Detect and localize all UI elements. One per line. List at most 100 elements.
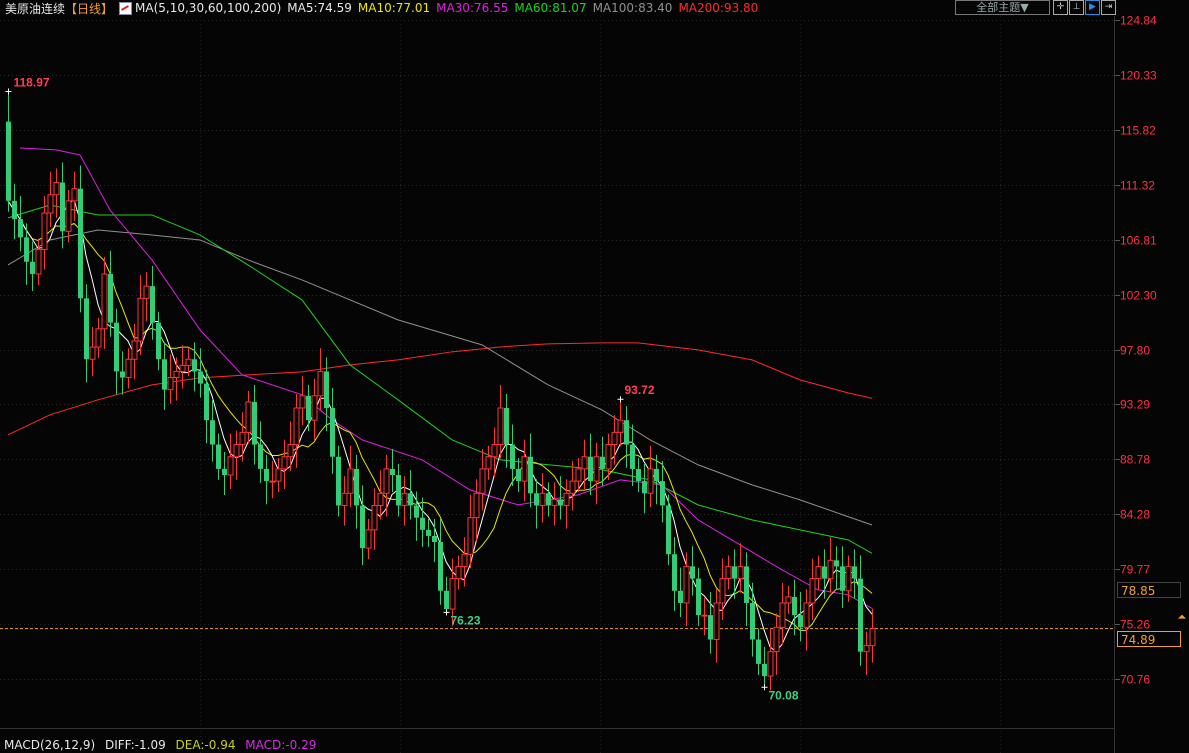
candle xyxy=(809,558,816,621)
candle xyxy=(12,183,17,240)
y-tick-label: 124.84 xyxy=(1120,14,1157,28)
candle xyxy=(834,546,839,590)
candle-body xyxy=(750,602,755,640)
candle xyxy=(779,582,786,645)
y-tick-label: 97.80 xyxy=(1120,344,1150,358)
candle xyxy=(120,351,125,395)
candle-body xyxy=(371,504,378,531)
candle xyxy=(840,546,845,608)
candle xyxy=(803,588,810,651)
candle-body xyxy=(744,566,749,603)
candle xyxy=(275,457,282,493)
candle-body xyxy=(461,553,468,567)
candle xyxy=(227,433,234,490)
candle xyxy=(426,518,431,547)
candle-body xyxy=(690,566,695,579)
candle-body xyxy=(390,468,395,476)
candle-body xyxy=(185,358,192,366)
candle xyxy=(420,497,425,547)
candle-body xyxy=(581,456,588,470)
indicator-chart-icon[interactable] xyxy=(119,1,133,15)
theme-dropdown[interactable]: 全部主题▼ xyxy=(955,0,1050,15)
indicator-header: 美原油连续 【日线】 MA(5,10,30,60,100,200) MA5:74… xyxy=(0,0,1189,16)
candle xyxy=(78,165,83,313)
candle-body xyxy=(341,492,348,506)
high-price-label: 118.97 xyxy=(14,76,50,90)
candle xyxy=(785,585,792,614)
candle xyxy=(401,476,408,526)
candle xyxy=(71,171,78,221)
candle xyxy=(713,588,720,663)
candle xyxy=(198,348,203,398)
candle-body xyxy=(108,273,113,323)
candle xyxy=(299,375,306,426)
candle-body xyxy=(593,456,600,482)
candle-body xyxy=(600,456,605,469)
candle-body xyxy=(713,602,720,641)
candle xyxy=(179,345,186,389)
candle xyxy=(95,317,102,359)
candle-body xyxy=(510,444,515,469)
candle xyxy=(233,430,240,480)
period-label[interactable]: 【日线】 xyxy=(65,1,114,16)
candle xyxy=(252,384,257,465)
candle-body xyxy=(792,596,797,616)
candle xyxy=(497,384,504,459)
candle xyxy=(89,326,96,377)
play-icon[interactable]: ▶ xyxy=(1085,0,1100,15)
candle-body xyxy=(131,340,138,360)
candle-body xyxy=(827,559,834,580)
candle xyxy=(258,421,263,483)
candle-body xyxy=(569,480,576,494)
candle-body xyxy=(485,456,492,470)
move-right-icon[interactable]: ⇥ xyxy=(1101,0,1116,15)
candle-body xyxy=(179,364,186,372)
candle-body xyxy=(252,401,257,445)
candle xyxy=(630,424,635,486)
candle-body xyxy=(293,407,300,446)
candle-body xyxy=(330,407,335,457)
candle-body xyxy=(696,578,701,616)
candle xyxy=(575,457,582,493)
ma5-value: MA5:74.59 xyxy=(287,1,352,15)
candle xyxy=(455,555,462,590)
crosshair-icon[interactable]: ✛ xyxy=(1053,0,1068,15)
candle xyxy=(269,460,276,499)
candle-body xyxy=(701,614,708,617)
macd-params[interactable]: MACD(26,12,9) xyxy=(4,738,96,752)
ma60-value: MA60:81.07 xyxy=(514,1,587,15)
range-icon[interactable]: ⊥ xyxy=(1069,0,1084,15)
ma60-line xyxy=(7,204,873,554)
candle-body xyxy=(660,481,665,506)
candle xyxy=(377,470,384,520)
candle-body xyxy=(636,468,641,482)
candle-body xyxy=(455,565,462,580)
candle-body xyxy=(275,468,282,482)
candle xyxy=(432,518,437,563)
candle-body xyxy=(401,492,408,506)
ma30-line xyxy=(19,147,873,609)
candle-body xyxy=(306,395,311,421)
ma-params[interactable]: MA(5,10,30,60,100,200) xyxy=(135,1,282,15)
candle xyxy=(360,485,365,566)
candle xyxy=(593,442,600,505)
candle-body xyxy=(863,645,870,653)
candle xyxy=(588,433,593,496)
y-tick-label: 115.82 xyxy=(1120,124,1156,138)
y-tick-label: 79.77 xyxy=(1120,563,1150,577)
y-tick-label: 70.76 xyxy=(1120,673,1150,687)
candle xyxy=(485,445,492,480)
candle-body xyxy=(719,578,726,604)
candle-body xyxy=(809,578,816,604)
candle xyxy=(330,387,335,474)
candle-body xyxy=(563,492,570,506)
candle-body xyxy=(779,602,786,628)
candle-body xyxy=(497,407,504,446)
candle-body xyxy=(299,395,306,409)
ma30-value: MA30:76.55 xyxy=(436,1,509,15)
candle xyxy=(390,448,395,493)
candle xyxy=(510,424,515,486)
candle-body xyxy=(575,468,582,482)
candle xyxy=(131,323,138,380)
